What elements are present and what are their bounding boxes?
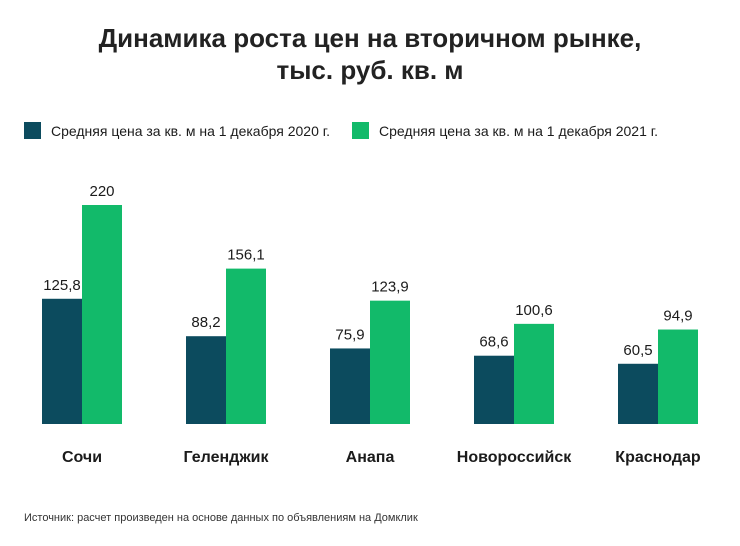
chart-title-line-2: тыс. руб. кв. м	[276, 55, 464, 85]
legend-swatch-2020	[24, 122, 41, 139]
data-label-2021-4: 94,9	[663, 308, 692, 325]
bar-2020-3	[474, 355, 514, 424]
legend-item-2021: Средняя цена за кв. м на 1 декабря 2021 …	[352, 122, 658, 139]
data-label-2020-3: 68,6	[479, 334, 508, 351]
chart-title-line-1: Динамика роста цен на вторичном рынке,	[98, 23, 642, 53]
source-note: Источник: расчет произведен на основе да…	[24, 512, 418, 524]
legend-item-2020: Средняя цена за кв. м на 1 декабря 2020 …	[24, 122, 330, 139]
data-label-2021-2: 123,9	[371, 279, 409, 296]
bar-2020-4	[618, 363, 658, 424]
category-label-3: Новороссийск	[457, 449, 572, 466]
data-label-2020-4: 60,5	[623, 342, 652, 359]
bar-2020-2	[330, 348, 370, 424]
category-label-1: Геленджик	[183, 449, 269, 466]
data-label-2020-0: 125,8	[43, 277, 81, 294]
bar-2021-0	[82, 205, 122, 424]
data-label-2021-1: 156,1	[227, 247, 265, 264]
data-label-2021-0: 220	[89, 183, 114, 200]
legend: Средняя цена за кв. м на 1 декабря 2020 …	[24, 122, 734, 139]
data-label-2020-2: 75,9	[335, 326, 364, 343]
category-label-2: Анапа	[346, 449, 395, 466]
category-label-4: Краснодар	[615, 449, 701, 466]
chart-title: Динамика роста цен на вторичном рынке, т…	[0, 22, 740, 86]
bar-2021-4	[658, 329, 698, 424]
category-label-0: Сочи	[62, 449, 102, 466]
data-label-2021-3: 100,6	[515, 302, 553, 319]
legend-swatch-2021	[352, 122, 370, 139]
bar-2020-0	[42, 298, 82, 424]
bar-2021-3	[514, 323, 554, 424]
bar-2021-2	[370, 300, 410, 424]
legend-label-2021: Средняя цена за кв. м на 1 декабря 2021 …	[379, 122, 659, 139]
legend-label-2020: Средняя цена за кв. м на 1 декабря 2020 …	[51, 122, 331, 139]
bar-2020-1	[186, 336, 226, 424]
bar-2021-1	[226, 268, 266, 424]
data-label-2020-1: 88,2	[191, 314, 220, 331]
